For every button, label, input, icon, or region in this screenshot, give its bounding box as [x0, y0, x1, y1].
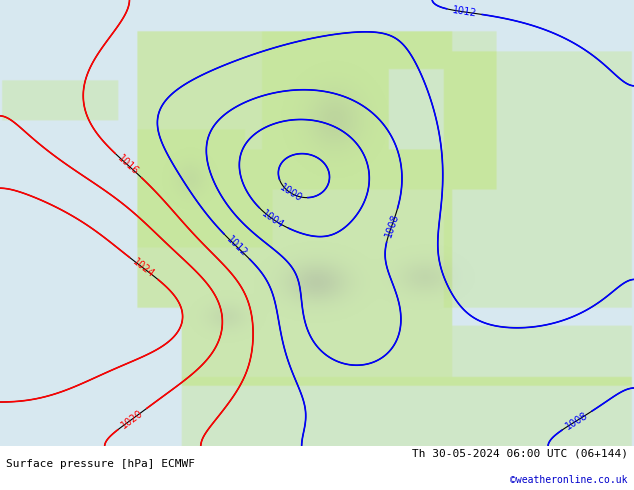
- Text: 1008: 1008: [384, 212, 401, 239]
- Text: 1020: 1020: [119, 408, 145, 430]
- Text: ©weatheronline.co.uk: ©weatheronline.co.uk: [510, 474, 628, 485]
- Text: 1024: 1024: [131, 257, 157, 280]
- Text: 1012: 1012: [224, 234, 249, 259]
- Text: Th 30-05-2024 06:00 UTC (06+144): Th 30-05-2024 06:00 UTC (06+144): [411, 448, 628, 458]
- Text: 1012: 1012: [451, 5, 477, 19]
- Text: 1000: 1000: [278, 182, 304, 204]
- Text: 1004: 1004: [260, 208, 286, 230]
- Text: 1008: 1008: [564, 410, 590, 431]
- Text: 1016: 1016: [116, 153, 141, 177]
- Text: Surface pressure [hPa] ECMWF: Surface pressure [hPa] ECMWF: [6, 459, 195, 469]
